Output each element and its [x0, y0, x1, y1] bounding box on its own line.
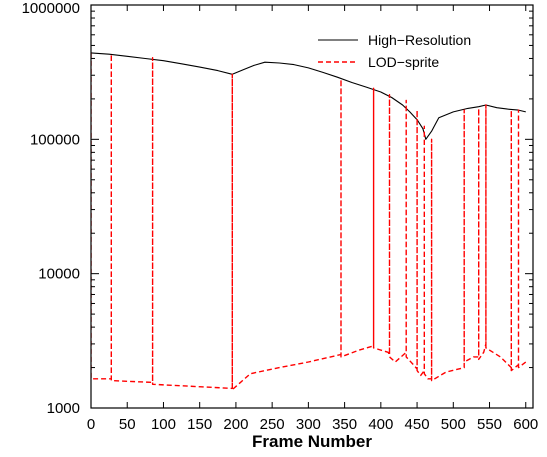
y-tick-label: 10000 [38, 266, 80, 283]
x-tick-label: 200 [223, 416, 248, 433]
x-tick-label: 100 [151, 416, 176, 433]
x-tick-label: 500 [441, 416, 466, 433]
series-layer [91, 52, 527, 391]
legend: High−Resolution LOD−sprite [318, 32, 471, 70]
x-tick-label: 350 [332, 416, 357, 433]
legend-label-1: High−Resolution [368, 32, 471, 48]
series-line-2 [91, 52, 527, 391]
plot-frame [90, 4, 534, 409]
y-tick-label: 1000000 [22, 0, 80, 17]
x-tick-label: 550 [477, 416, 502, 433]
x-tick-label: 400 [368, 416, 393, 433]
x-tick-label: 50 [119, 416, 136, 433]
ticks-layer: 0 50 100 150 200 250 300 350 400 450 500 550 600 1000… [22, 0, 539, 433]
x-tick-label: 450 [405, 416, 430, 433]
x-tick-label: 150 [187, 416, 212, 433]
y-tick-label: 1000 [47, 400, 80, 417]
series-line-1 [91, 52, 526, 140]
x-tick-label: 0 [87, 416, 95, 433]
x-tick-label: 600 [513, 416, 538, 433]
legend-label-2: LOD−sprite [368, 54, 439, 70]
x-tick-label: 250 [260, 416, 285, 433]
x-tick-label: 300 [296, 416, 321, 433]
x-axis-title: Frame Number [252, 432, 372, 451]
y-tick-label: 100000 [30, 131, 80, 148]
